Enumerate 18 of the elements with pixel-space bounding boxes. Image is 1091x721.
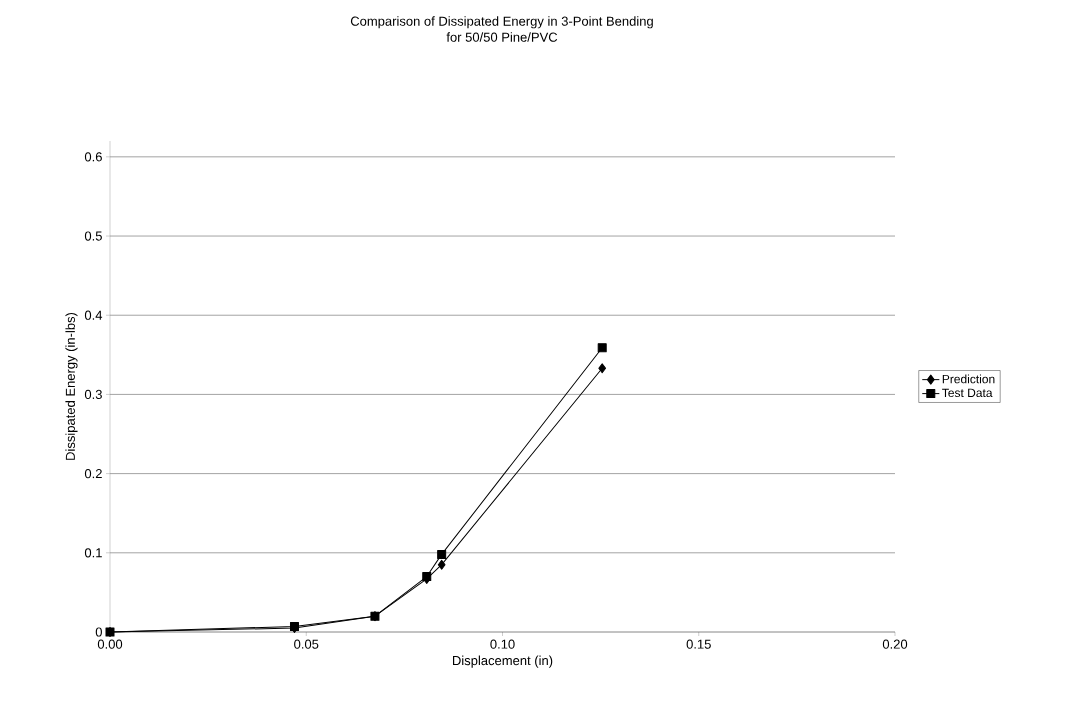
x-tick-label: 0.00 (97, 639, 123, 649)
x-tick-label: 0.20 (882, 639, 908, 649)
chart-title: Comparison of Dissipated Energy in 3-Point Bending (350, 16, 653, 29)
x-tick-label: 0.05 (294, 639, 319, 649)
y-tick-label: 0.2 (84, 469, 102, 479)
legend-label: Test Data (942, 388, 993, 398)
y-tick-label: 0 (95, 627, 102, 637)
y-tick-label: 0.1 (84, 548, 102, 558)
legend-label: Prediction (942, 374, 995, 384)
x-tick-label: 0.10 (490, 639, 515, 649)
y-tick-label: 0.4 (84, 310, 103, 320)
chart-subtitle: for 50/50 Pine/PVC (446, 32, 558, 42)
x-axis-title: Displacement (in) (453, 655, 553, 668)
x-tick-label: 0.15 (686, 639, 711, 649)
y-axis-title: Dissipated Energy (in-lbs) (65, 312, 78, 460)
y-tick-label: 0.5 (84, 231, 102, 241)
y-tick-label: 0.3 (84, 389, 102, 400)
y-tick-label: 0.6 (84, 152, 102, 162)
